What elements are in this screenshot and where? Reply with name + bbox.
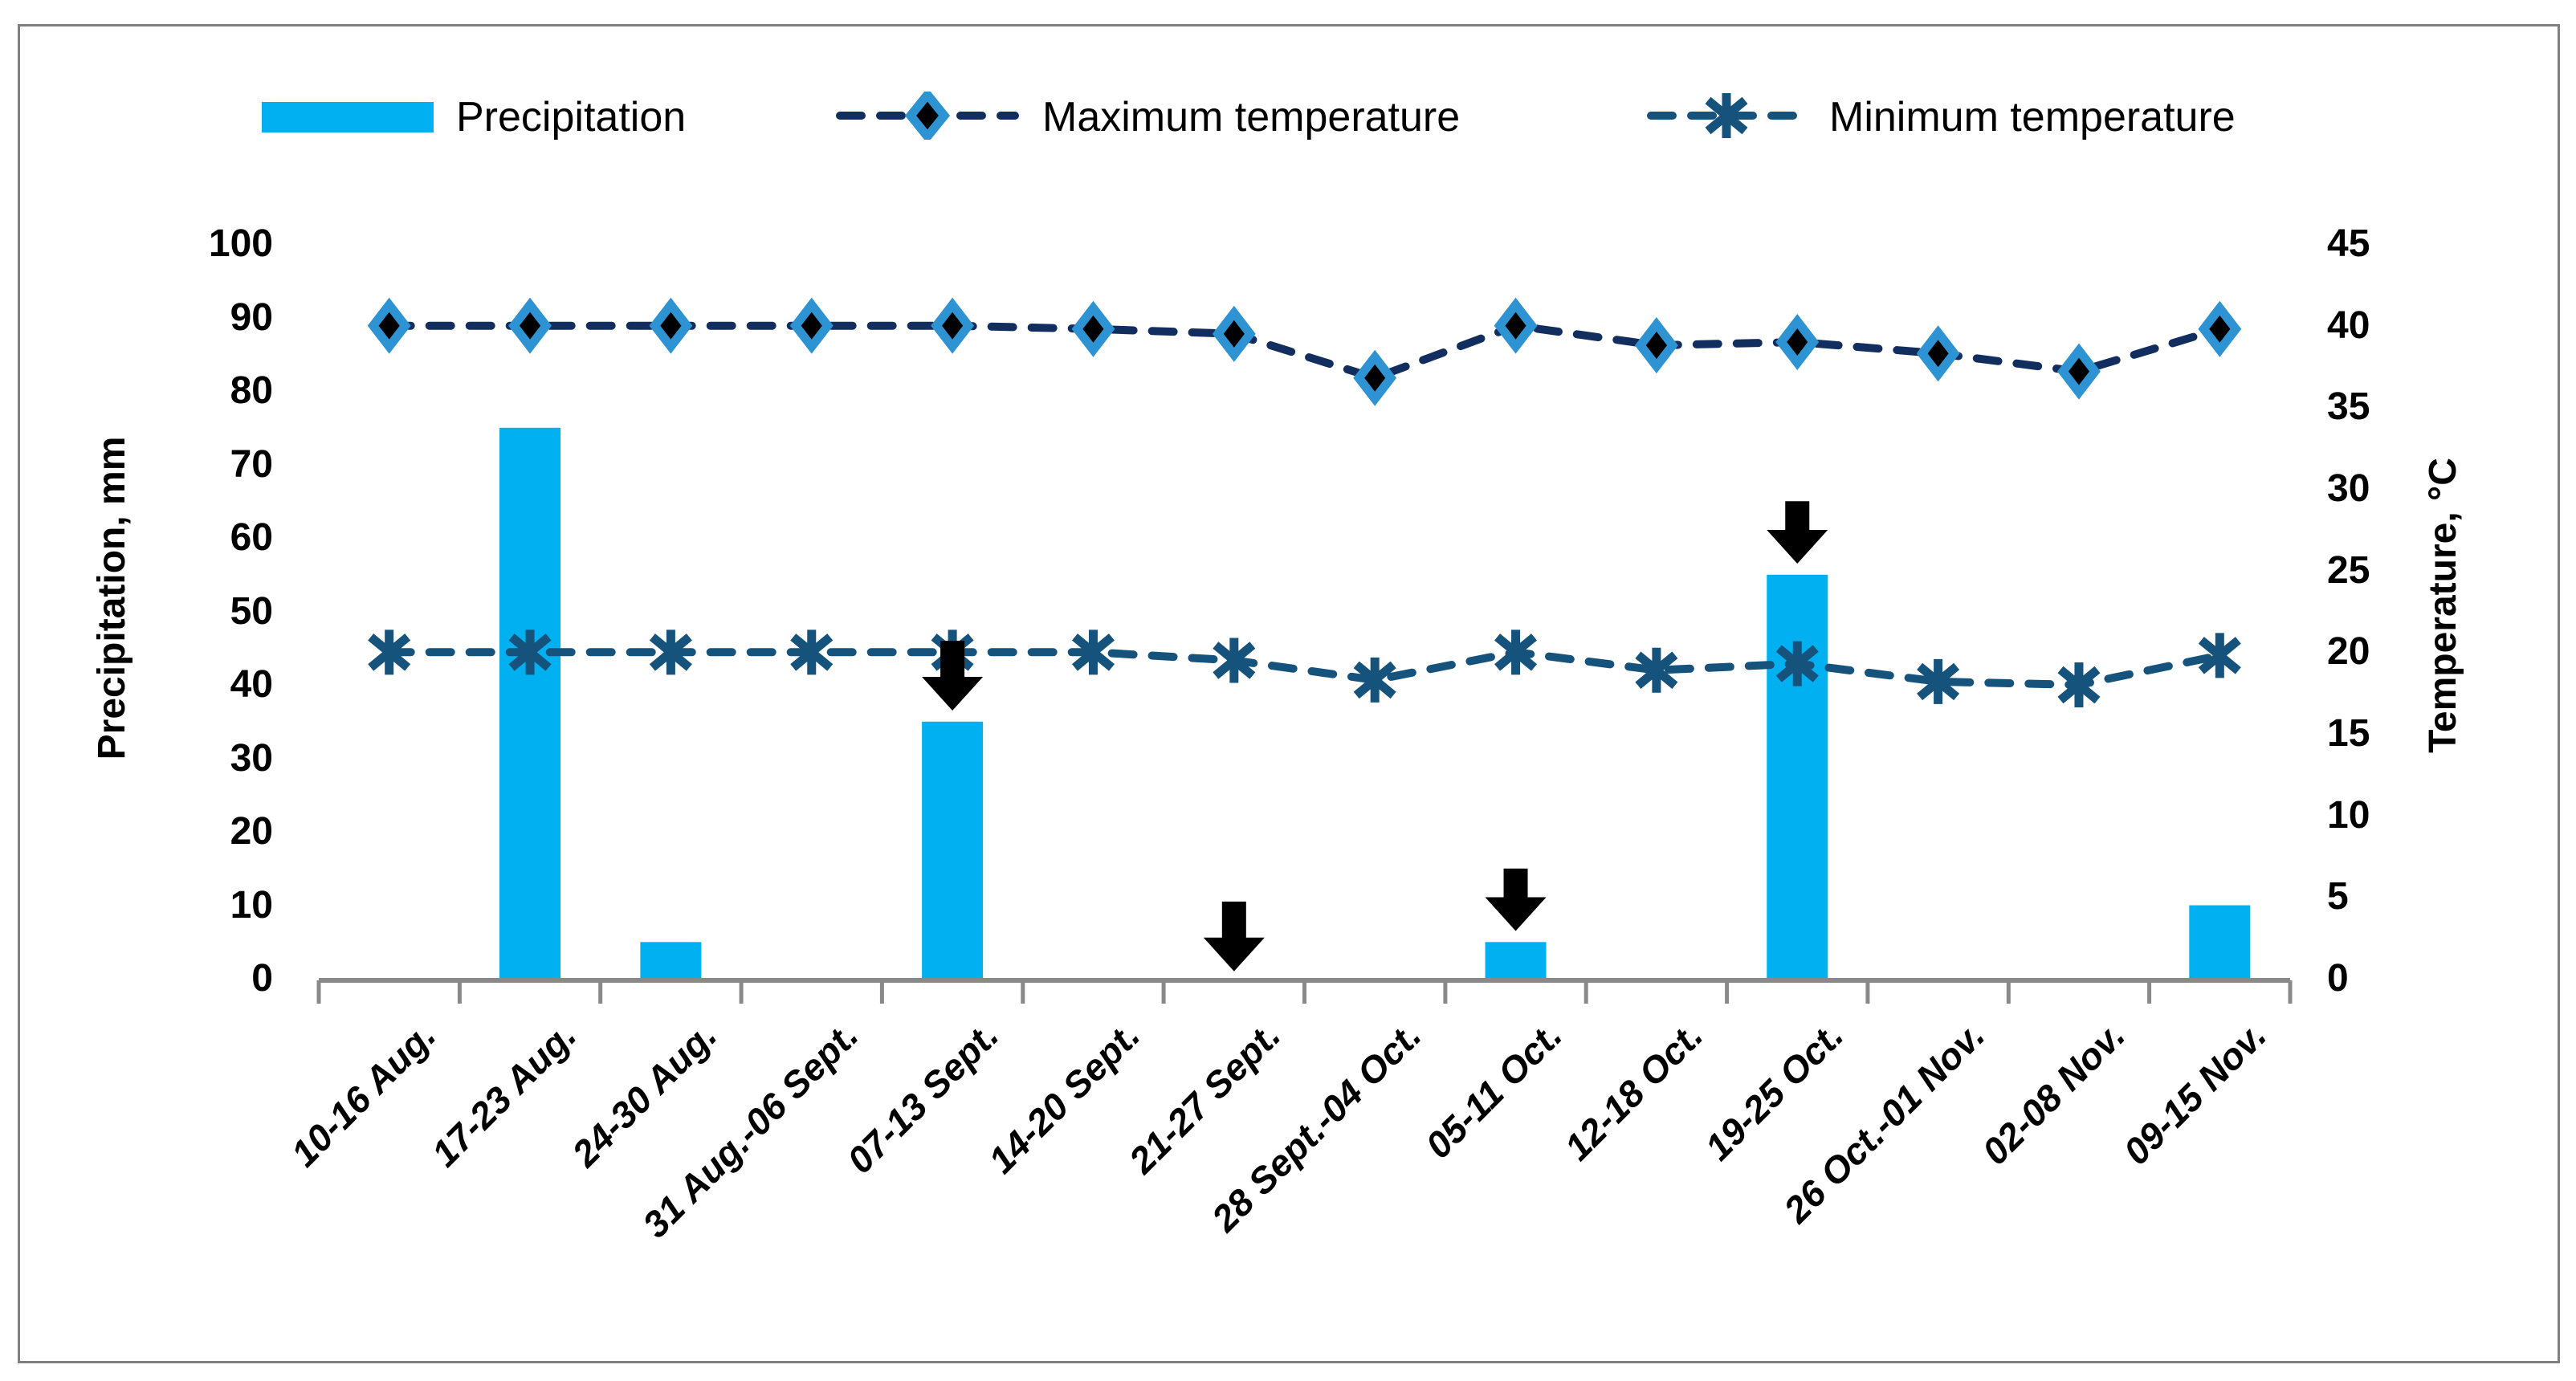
precipitation-bar — [1767, 574, 1828, 980]
asterisk-marker — [1635, 647, 1678, 693]
legend-label-precipitation: Precipitation — [456, 94, 687, 141]
diamond-marker — [649, 297, 693, 354]
legend-item-precipitation: Precipitation — [262, 93, 686, 141]
legend-label-min-temperature: Minimum temperature — [1829, 94, 2236, 141]
right-axis-tick-label: 20 — [2327, 630, 2370, 674]
x-axis — [316, 978, 2293, 1004]
diamond-marker — [1353, 349, 1397, 406]
down-arrow — [922, 641, 984, 711]
asterisk-marker — [1071, 629, 1115, 675]
left-axis-tick-label: 60 — [230, 516, 273, 559]
left-axis-tick-label: 100 — [208, 222, 273, 265]
right-axis-tick-label: 35 — [2327, 385, 2370, 429]
diamond-marker — [1212, 305, 1256, 362]
left-axis-tick-label: 10 — [230, 883, 273, 927]
diamond-marker — [2057, 343, 2101, 400]
diamond-marker — [789, 297, 834, 354]
max-temperature-legend-marker-icon — [835, 87, 1020, 144]
right-axis-tick-label: 30 — [2327, 467, 2370, 510]
asterisk-marker — [1494, 629, 1538, 675]
asterisk-marker — [1917, 658, 1960, 704]
left-axis-tick-label: 0 — [251, 957, 273, 1000]
asterisk-marker — [2057, 662, 2101, 707]
diamond-marker — [367, 297, 411, 354]
left-axis-tick-label: 20 — [230, 810, 273, 853]
precipitation-bar — [499, 427, 561, 980]
down-arrow — [1203, 901, 1265, 972]
right-axis-tick-label: 25 — [2327, 548, 2370, 592]
asterisk-marker — [1353, 657, 1396, 703]
legend-label-max-temperature: Maximum temperature — [1042, 94, 1461, 141]
asterisk-marker — [2198, 633, 2241, 678]
diamond-marker — [1916, 325, 1960, 382]
diamond-marker — [931, 297, 975, 354]
asterisk-marker — [368, 629, 411, 675]
diamond-marker — [2198, 300, 2242, 357]
left-axis-tick-label: 50 — [230, 589, 273, 633]
precipitation-bar — [922, 721, 984, 980]
right-axis-tick-label: 0 — [2327, 957, 2349, 1000]
left-axis-tick-label: 40 — [230, 663, 273, 706]
precipitation-bars — [499, 427, 2251, 980]
right-axis-tick-label: 10 — [2327, 793, 2370, 837]
precipitation-swatch-icon — [262, 102, 434, 132]
asterisk-marker — [1213, 638, 1256, 683]
precipitation-bar — [1485, 942, 1547, 980]
down-arrow — [1485, 868, 1547, 931]
down-arrow — [1767, 501, 1828, 564]
min-temperature-line — [368, 629, 2241, 707]
left-axis-tick-label: 70 — [230, 442, 273, 486]
asterisk-marker — [508, 629, 552, 675]
left-axis-tick-label: 30 — [230, 736, 273, 780]
diamond-marker — [508, 297, 552, 354]
max-temperature-line — [367, 297, 2242, 406]
right-axis-tick-label: 5 — [2327, 875, 2349, 919]
min-temperature-legend-marker-icon — [1646, 90, 1807, 145]
chart-border — [18, 24, 2560, 1363]
diamond-marker — [1071, 300, 1115, 357]
diamond-marker — [1634, 317, 1678, 374]
legend-item-max-temperature: Maximum temperature — [835, 87, 1461, 144]
asterisk-marker — [1775, 641, 1819, 686]
right-axis-tick-label: 40 — [2327, 303, 2370, 347]
asterisk-marker — [790, 629, 834, 675]
precipitation-bar — [640, 942, 702, 980]
left-axis-tick-label: 80 — [230, 369, 273, 412]
left-axis-tick-label: 90 — [230, 295, 273, 339]
event-arrows — [922, 501, 1828, 972]
legend-item-min-temperature: Minimum temperature — [1646, 92, 2236, 141]
diamond-marker — [1494, 297, 1538, 354]
right-axis-tick-label: 45 — [2327, 222, 2370, 265]
precipitation-bar — [2189, 905, 2251, 979]
diamond-marker — [1775, 313, 1820, 371]
asterisk-marker — [649, 629, 692, 675]
right-axis-tick-label: 15 — [2327, 712, 2370, 755]
